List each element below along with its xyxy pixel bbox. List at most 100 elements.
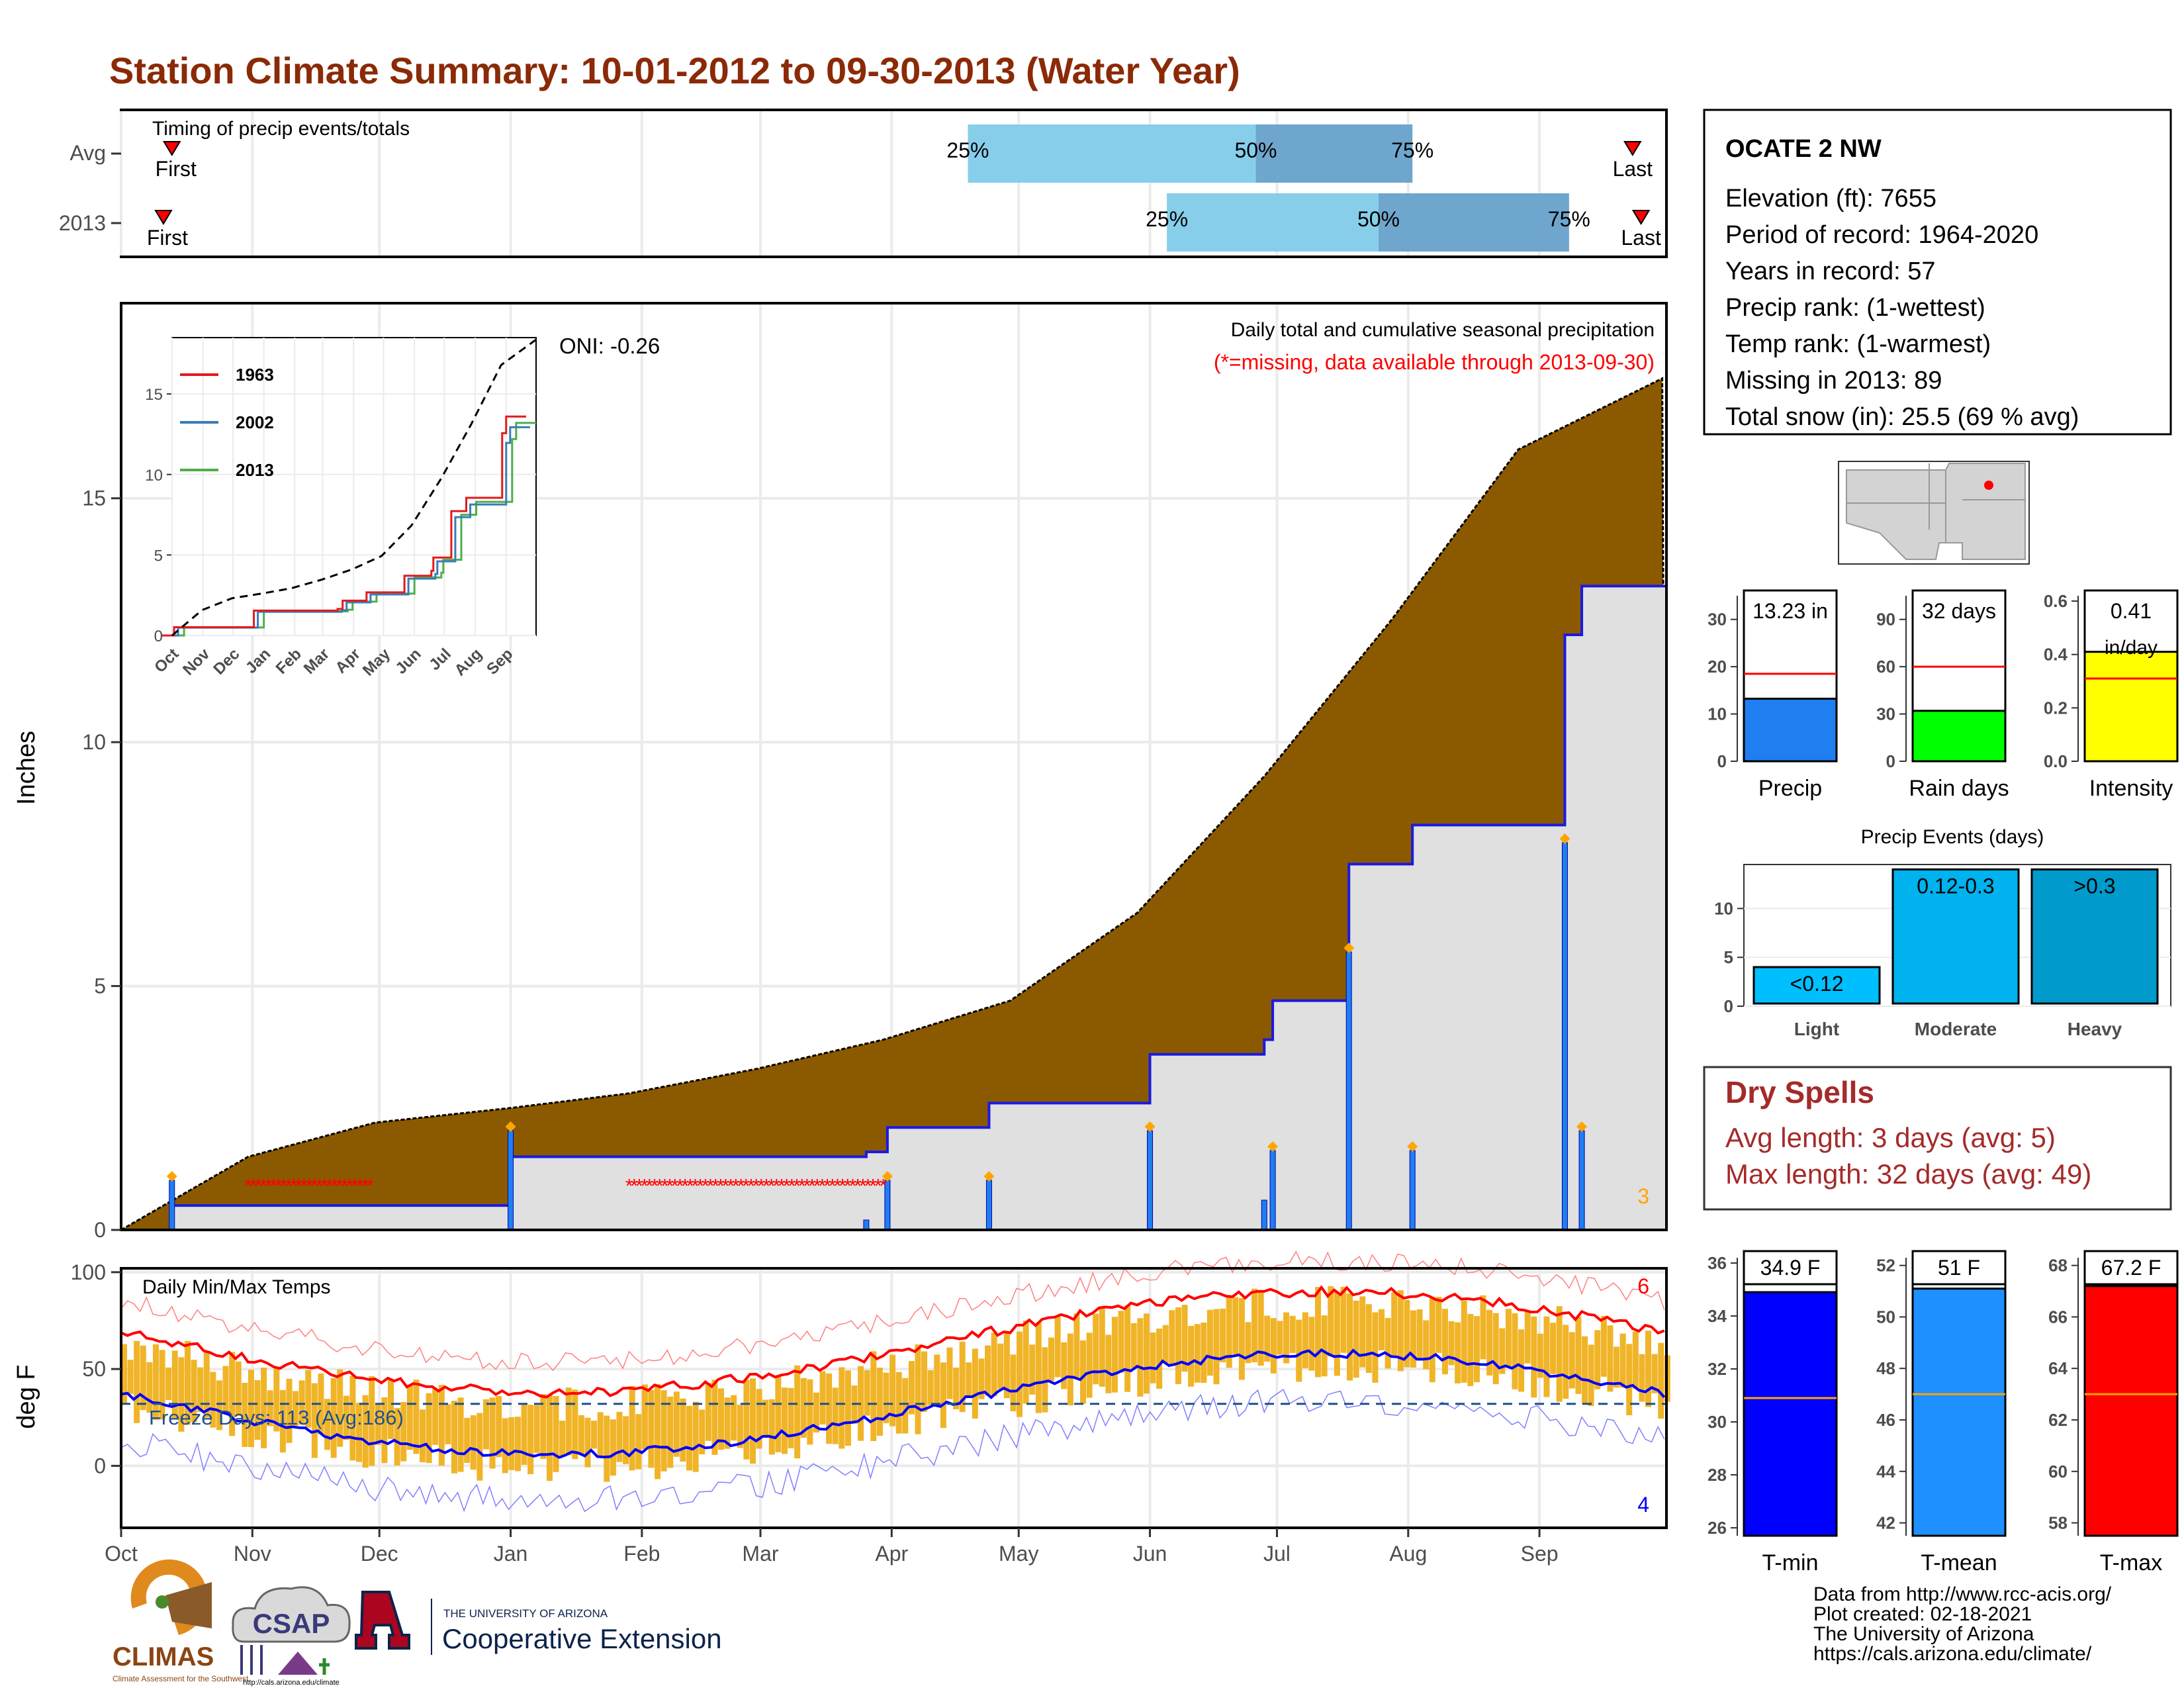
daily-temp-range [680, 1398, 686, 1462]
daily-temp-range [426, 1393, 432, 1464]
daily-temp-range [870, 1351, 877, 1441]
daily-temp-range [1124, 1305, 1131, 1392]
daily-temp-range [1658, 1342, 1664, 1419]
summary-ytick-label: 0.2 [2044, 698, 2068, 718]
daily-temp-range [743, 1380, 750, 1460]
inset-ytick-label: 10 [145, 467, 163, 485]
daily-temp-range [1524, 1311, 1531, 1364]
daily-temp-range [1079, 1340, 1086, 1404]
daily-temp-range [527, 1405, 534, 1475]
summary-bar [1911, 710, 2007, 763]
daily-temp-range [686, 1405, 693, 1471]
daily-temp-range [1175, 1307, 1181, 1384]
station-info-line: Missing in 2013: 89 [1725, 367, 1942, 395]
daily-temp-range [171, 1350, 178, 1420]
daily-temp-range [1467, 1313, 1474, 1387]
daily-temp-range [1378, 1309, 1385, 1350]
missing-marker: * [798, 1176, 806, 1197]
missing-marker: * [361, 1176, 369, 1197]
daily-temp-range [298, 1380, 305, 1425]
quartile-75-label: 75% [1548, 207, 1590, 231]
daily-temp-range [985, 1345, 991, 1396]
month-tick-label: May [999, 1542, 1038, 1566]
daily-temp-range [1099, 1306, 1105, 1387]
credits: Data from http://www.rcc-acis.org/Plot c… [1813, 1583, 2112, 1665]
daily-temp-range [432, 1389, 439, 1445]
events-bar-range: 0.12-0.3 [1917, 874, 1994, 898]
summary-ytick-label: 0.4 [2044, 645, 2068, 665]
quartile-75-label: 75% [1391, 138, 1433, 162]
daily-temp-range [1264, 1315, 1271, 1362]
missing-marker: * [829, 1176, 837, 1197]
missing-marker: * [742, 1176, 750, 1197]
events-ytick-label: 0 [1724, 996, 1733, 1016]
missing-marker: * [757, 1176, 765, 1197]
daily-temp-range [470, 1415, 477, 1470]
precip-frame [120, 302, 1668, 1231]
first-event-marker [163, 141, 181, 156]
daily-temp-range [1531, 1316, 1537, 1398]
missing-marker: * [300, 1176, 308, 1197]
events-ytick-label: 10 [1714, 898, 1733, 918]
daily-temp-range [940, 1362, 946, 1429]
events-bar [1752, 966, 1881, 1005]
quartile-25-label: 25% [946, 138, 989, 162]
daily-temp-range [235, 1361, 242, 1417]
max-daily-marker [1576, 1121, 1588, 1132]
temp-bar-ytick-label: 68 [2048, 1256, 2068, 1276]
month-tick-label: Apr [875, 1542, 908, 1566]
summary-ytick-label: 90 [1876, 610, 1895, 630]
month-tick-label: Jan [494, 1542, 528, 1566]
summary-bar [1743, 698, 1838, 763]
daily-temp-range [1569, 1332, 1575, 1389]
timing-panel: Timing of precip events/totals Avg 2013 … [59, 109, 1668, 258]
missing-marker: * [269, 1176, 277, 1197]
missing-marker: * [864, 1176, 872, 1197]
daily-temp-range [1328, 1286, 1334, 1357]
daily-temp-range [369, 1376, 375, 1466]
missing-marker: * [656, 1176, 664, 1197]
daily-temp-range [1181, 1305, 1188, 1372]
daily-temp-range [184, 1340, 191, 1425]
month-tick-label: Aug [1389, 1542, 1427, 1566]
climas-logo-text: CLIMAS [113, 1642, 214, 1671]
quartile-bar-low [1167, 193, 1379, 252]
month-tick-label: Sep [1521, 1542, 1559, 1566]
missing-marker: * [671, 1176, 679, 1197]
station-info-line: Elevation (ft): 7655 [1725, 185, 1936, 212]
max-daily-marker [1144, 1121, 1156, 1132]
daily-temp-range [578, 1415, 584, 1456]
daily-temp-range [1206, 1309, 1213, 1376]
precip-events-chart: Precip Events (days) 0 5 10 <0.12 Light 0.12-… [1714, 826, 2171, 1039]
daily-precip-bar [1261, 1199, 1267, 1231]
missing-marker: * [290, 1176, 298, 1197]
daily-temp-range [1017, 1331, 1023, 1417]
daily-temp-range [330, 1378, 337, 1458]
summary-ytick-label: 0 [1717, 751, 1727, 771]
missing-marker: * [844, 1176, 852, 1197]
daily-temp-range [946, 1347, 953, 1399]
summary-bars: 0 10 20 30 13.23 in Precip 0 30 60 90 32 days Rain … [1707, 589, 2179, 801]
max-daily-marker [505, 1121, 516, 1132]
temp-frame [120, 1267, 1668, 1529]
daily-temp-range [1111, 1317, 1118, 1393]
inset-legend-label: 2002 [236, 412, 274, 432]
missing-marker: * [819, 1176, 827, 1197]
daily-temp-range [819, 1371, 826, 1425]
daily-temp-range [134, 1340, 140, 1423]
daily-temp-range [197, 1367, 204, 1413]
daily-temp-range [254, 1380, 261, 1440]
daily-temp-range [165, 1367, 172, 1400]
daily-precip-bar [1561, 842, 1568, 1231]
quartile-bar-high [1255, 124, 1413, 183]
freeze-days-label: Freeze Days: 113 (Avg:186) [149, 1406, 404, 1429]
daily-temp-range [1073, 1313, 1080, 1380]
max-daily-marker [983, 1171, 995, 1182]
daily-temp-range [1359, 1296, 1366, 1368]
daily-temp-range [1499, 1328, 1506, 1374]
temp-bar-ytick-label: 60 [2048, 1462, 2068, 1481]
missing-marker: * [666, 1176, 674, 1197]
daily-temp-range [953, 1367, 960, 1409]
daily-temp-range [521, 1405, 527, 1465]
